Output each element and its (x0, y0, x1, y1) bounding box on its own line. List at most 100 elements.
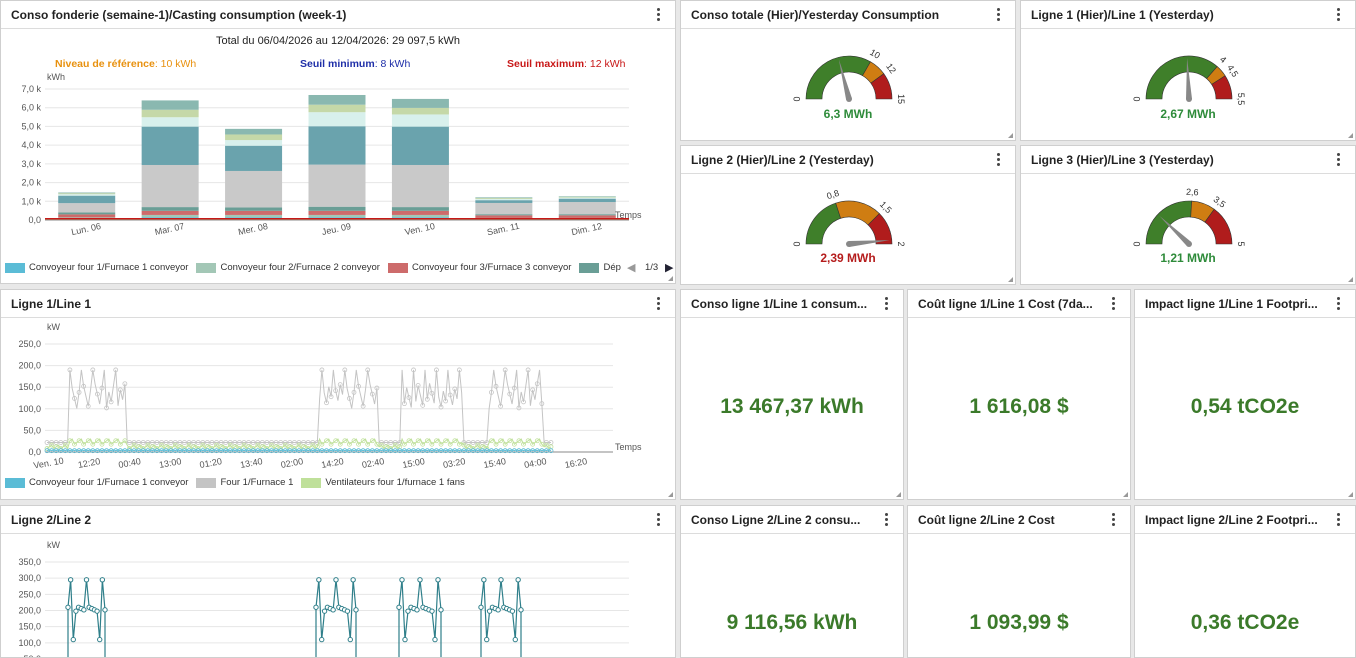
gauge-value: 2,39 MWh (820, 251, 876, 265)
series-line-furnace-point (365, 367, 371, 373)
y-tick-label: 150,0 (18, 622, 41, 632)
resize-handle[interactable] (1008, 133, 1013, 138)
resize-handle[interactable] (1348, 492, 1353, 497)
series-line-fans-point (324, 438, 329, 444)
series-line-fans-point (200, 442, 206, 448)
series-line-conveyor-point (434, 448, 439, 454)
series-line-fans-point (346, 441, 352, 447)
series-line-fans-point (356, 441, 361, 447)
series-line-conveyor-point (99, 448, 105, 454)
series-line-furnace-point (534, 381, 540, 387)
series-line-fans-point (406, 438, 412, 444)
legend-item[interactable]: Ventilateurs four 1/furnace 1 fans (301, 477, 465, 488)
resize-handle[interactable] (668, 276, 673, 281)
bar-segment (391, 114, 449, 127)
panel-header: Coût ligne 2/Line 2 Cost (908, 506, 1130, 534)
gauge-band (867, 213, 893, 245)
series-line-fans-point (420, 441, 426, 447)
more-options-icon[interactable] (879, 295, 893, 313)
panel-title: Ligne 1/Line 1 (11, 296, 92, 311)
series-line-furnace-point (154, 440, 160, 445)
resize-handle[interactable] (1348, 277, 1353, 282)
resize-handle[interactable] (1008, 277, 1013, 282)
series-line-fans-point (507, 438, 513, 444)
series-line-conveyor-point (53, 448, 59, 454)
series-line-fans-point (131, 442, 137, 448)
gauge-needle-hub (1186, 96, 1192, 102)
series-point (438, 607, 444, 613)
legend-prev-icon[interactable]: ◀ (627, 262, 636, 274)
more-options-icon[interactable] (1331, 6, 1345, 24)
series-point (396, 604, 402, 610)
more-options-icon[interactable] (1331, 151, 1345, 169)
series-line-furnace-point (305, 440, 311, 445)
panel-title: Impact ligne 2/Line 2 Footpri... (1145, 512, 1318, 527)
bar-segment (58, 212, 116, 215)
legend-item[interactable]: Convoyeur four 2/Furnace 2 conveyor (196, 262, 380, 273)
series-point (316, 577, 322, 583)
legend-item[interactable]: Dép (579, 262, 621, 273)
bar-segment (141, 109, 199, 118)
series-point (509, 608, 516, 614)
legend-swatch (196, 262, 217, 273)
more-options-icon[interactable] (991, 6, 1005, 24)
resize-handle[interactable] (1348, 133, 1353, 138)
series-line-furnace-point (122, 381, 128, 387)
more-options-icon[interactable] (1106, 295, 1120, 313)
panel-header: Impact ligne 2/Line 2 Footpri... (1135, 506, 1355, 534)
series-line-furnace-point (140, 440, 146, 445)
series-line-conveyor-point (177, 448, 183, 454)
series-line-conveyor-point (466, 448, 471, 454)
series-line-furnace-point (237, 440, 242, 445)
series-line-fans-point (369, 438, 375, 444)
series-line-fans-point (62, 442, 68, 448)
more-options-icon[interactable] (879, 511, 893, 529)
resize-handle[interactable] (896, 492, 901, 497)
series-line-furnace-point (324, 400, 329, 406)
more-options-icon[interactable] (1106, 511, 1120, 529)
more-options-icon[interactable] (651, 6, 665, 24)
bar-segment (58, 214, 116, 218)
series-line-conveyor-point (191, 448, 197, 454)
gauge-threshold-label: 12 (884, 61, 898, 75)
series-line-fans-point (374, 441, 380, 447)
bar-segment (475, 199, 533, 201)
series-line-fans-point (269, 442, 274, 448)
legend-item[interactable]: Convoyeur four 1/Furnace 1 conveyor (5, 262, 188, 273)
bar-segment (475, 197, 533, 199)
more-options-icon[interactable] (651, 295, 665, 313)
series-line-conveyor-point (49, 448, 54, 454)
gauge-panel-line2: Ligne 2 (Hier)/Line 2 (Yesterday) 0 0,8 1,… (680, 145, 1016, 285)
legend-item[interactable]: Convoyeur four 3/Furnace 3 conveyor (387, 262, 571, 273)
panel-header: Ligne 3 (Hier)/Line 3 (Yesterday) (1021, 146, 1355, 174)
kpi-value: 9 116,56 kWh (726, 611, 858, 634)
more-options-icon[interactable] (651, 511, 665, 529)
legend-swatch (579, 262, 600, 273)
series-line-furnace-point (337, 382, 343, 388)
gauge-max-label: 15 (896, 94, 906, 104)
more-options-icon[interactable] (1331, 511, 1345, 529)
legend-item[interactable]: Convoyeur four 1/Furnace 1 conveyor (5, 477, 188, 488)
series-line-conveyor-point (411, 448, 416, 454)
kpi-value: 13 467,37 kWh (720, 395, 864, 418)
series-point (102, 607, 108, 613)
series-line-furnace-point (223, 440, 229, 445)
series-line-conveyor-point (328, 448, 334, 454)
series-line-furnace-point (434, 367, 439, 373)
legend-next-icon[interactable]: ▶ (665, 262, 674, 274)
legend-pager: 1/3 (645, 262, 659, 273)
series-line-furnace-point (104, 405, 109, 411)
resize-handle[interactable] (1123, 492, 1128, 497)
legend-item[interactable]: Four 1/Furnace 1 (196, 477, 293, 488)
series-line-furnace-point (521, 399, 526, 405)
more-options-icon[interactable] (1331, 295, 1345, 313)
more-options-icon[interactable] (991, 151, 1005, 169)
resize-handle[interactable] (668, 492, 673, 497)
series-line-conveyor-point (81, 448, 87, 454)
series-line-conveyor-point (287, 448, 293, 454)
series-line-conveyor-point (452, 448, 458, 454)
series-line-furnace-point (489, 389, 494, 395)
series-point (353, 607, 359, 613)
line-chart: kW 50,0 100,0 150,0 200,0 250,0 300,0 350,0 (18, 540, 629, 657)
series-line-furnace-point (530, 387, 536, 393)
